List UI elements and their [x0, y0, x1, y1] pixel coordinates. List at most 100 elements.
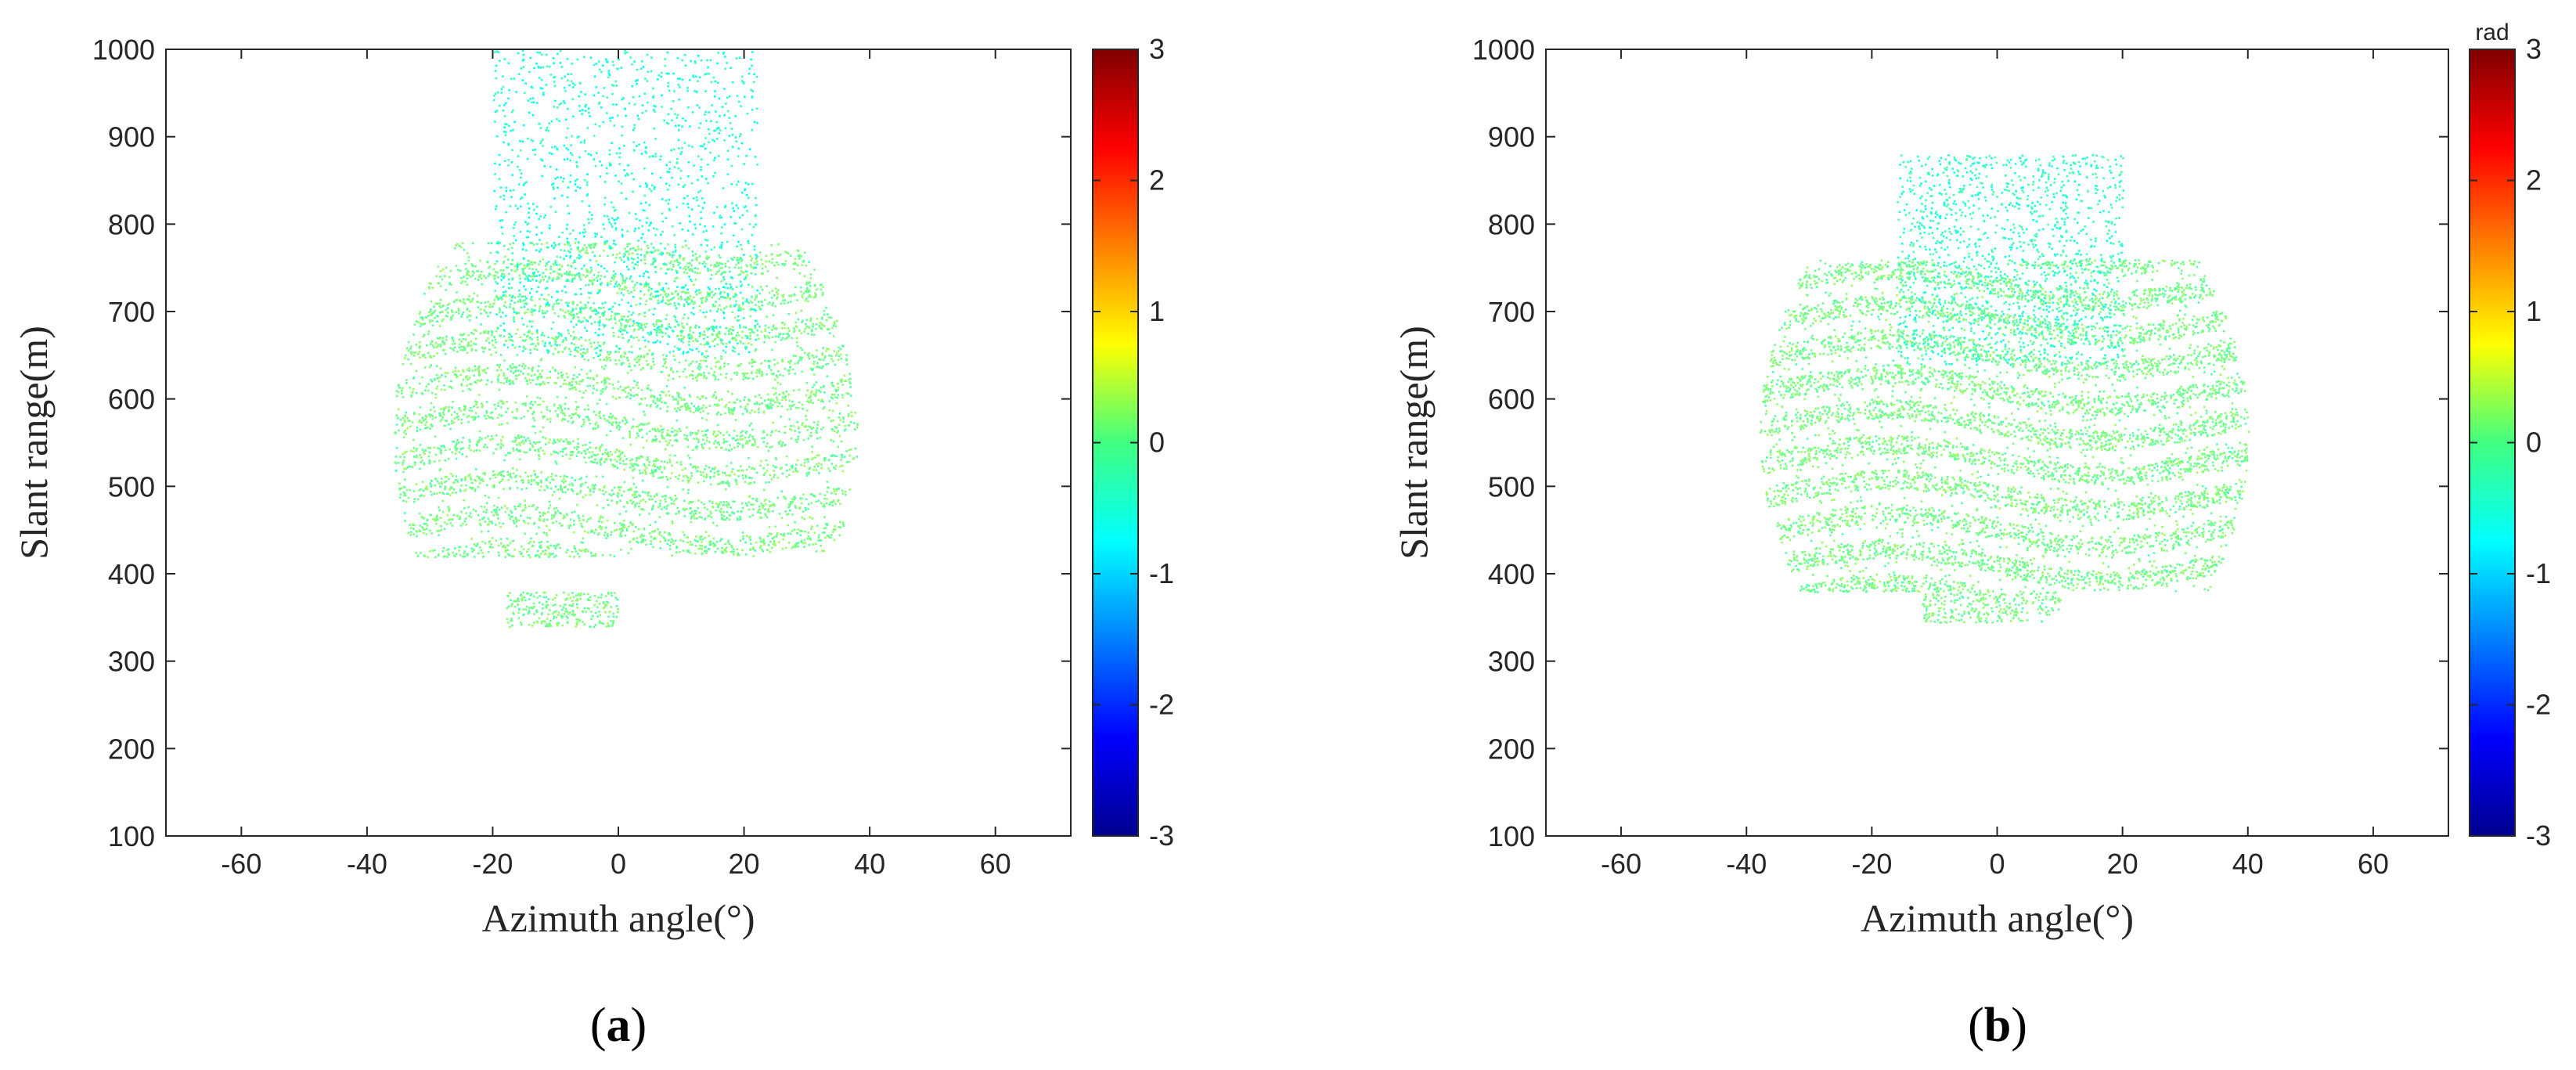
scatter-point [550, 453, 553, 456]
scatter-point [705, 406, 708, 409]
scatter-point [584, 531, 586, 533]
scatter-point [539, 542, 541, 544]
scatter-point [446, 549, 449, 552]
scatter-point [690, 515, 693, 517]
scatter-point [602, 388, 604, 391]
scatter-point [718, 262, 720, 265]
scatter-point [477, 441, 479, 443]
scatter-point [562, 451, 564, 453]
scatter-point [577, 553, 579, 555]
scatter-point [714, 467, 716, 469]
scatter-point [592, 251, 594, 254]
scatter-point [791, 499, 794, 501]
scatter-point [693, 297, 695, 299]
scatter-point [841, 454, 843, 456]
scatter-point [685, 268, 687, 271]
scatter-point [419, 524, 421, 527]
scatter-point [807, 354, 809, 356]
scatter-point [788, 400, 791, 402]
scatter-point [848, 424, 851, 427]
scatter-point [597, 424, 600, 427]
scatter-point [458, 370, 460, 373]
scatter-point [576, 455, 578, 457]
scatter-point [703, 261, 705, 263]
scatter-point [606, 359, 608, 362]
scatter-point [479, 450, 481, 452]
scatter-point [678, 393, 680, 395]
scatter-point [576, 445, 578, 448]
scatter-point [799, 530, 802, 532]
scatter-point [547, 336, 549, 338]
scatter-point [665, 441, 668, 443]
scatter-point [466, 284, 468, 286]
scatter-point [787, 394, 790, 396]
scatter-point [845, 359, 848, 362]
scatter-point [771, 261, 773, 264]
scatter-point [667, 504, 669, 506]
scatter-point [445, 449, 447, 452]
scatter-point [447, 307, 449, 309]
scatter-point [503, 402, 505, 405]
scatter-point [425, 317, 427, 319]
scatter-point [553, 405, 556, 407]
scatter-point [463, 249, 466, 251]
scatter-point [421, 376, 423, 379]
scatter-point [477, 366, 480, 368]
scatter-point [539, 298, 541, 301]
scatter-point [755, 297, 758, 299]
scatter-point [415, 552, 417, 554]
scatter-point [514, 508, 517, 510]
scatter-point [835, 390, 838, 392]
scatter-point [721, 481, 723, 484]
scatter-point [564, 403, 567, 405]
scatter-point [511, 247, 513, 250]
scatter-point [697, 351, 700, 353]
scatter-point [724, 472, 726, 474]
scatter-point [622, 459, 625, 462]
scatter-point [564, 492, 567, 494]
scatter-point [598, 521, 600, 523]
scatter-point [727, 363, 730, 366]
scatter-point [451, 423, 453, 425]
scatter-point [567, 333, 570, 335]
scatter-point [534, 304, 536, 307]
scatter-point [777, 336, 780, 338]
scatter-point [684, 387, 686, 389]
scatter-point [464, 407, 467, 409]
scatter-point [438, 553, 440, 556]
scatter-point [560, 488, 563, 491]
scatter-point [689, 269, 691, 272]
scatter-point [618, 450, 620, 452]
scatter-point [516, 525, 518, 528]
scatter-point [523, 416, 525, 418]
scatter-point [594, 348, 596, 350]
scatter-point [519, 449, 521, 452]
scatter-point [661, 371, 663, 373]
scatter-point [421, 316, 423, 319]
scatter-point [491, 511, 493, 513]
scatter-point [627, 359, 629, 362]
scatter-point [639, 348, 641, 350]
scatter-point [673, 503, 676, 505]
scatter-point [736, 286, 738, 288]
scatter-point [744, 396, 746, 398]
scatter-point [466, 274, 468, 276]
scatter-point [551, 514, 553, 517]
scatter-point [752, 508, 755, 510]
scatter-point [729, 543, 731, 546]
scatter-point [421, 323, 423, 326]
scatter-point [658, 467, 660, 470]
scatter-point [419, 341, 421, 344]
scatter-point [542, 512, 545, 514]
scatter-point [704, 506, 706, 509]
scatter-point [652, 428, 654, 431]
scatter-point [728, 485, 730, 488]
scatter-point [593, 387, 595, 390]
scatter-point [848, 373, 851, 375]
scatter-point [431, 480, 433, 482]
scatter-point [850, 412, 852, 414]
scatter-point [419, 345, 421, 348]
scatter-point [636, 495, 638, 498]
scatter-point [611, 454, 613, 456]
scatter-point [413, 451, 415, 453]
